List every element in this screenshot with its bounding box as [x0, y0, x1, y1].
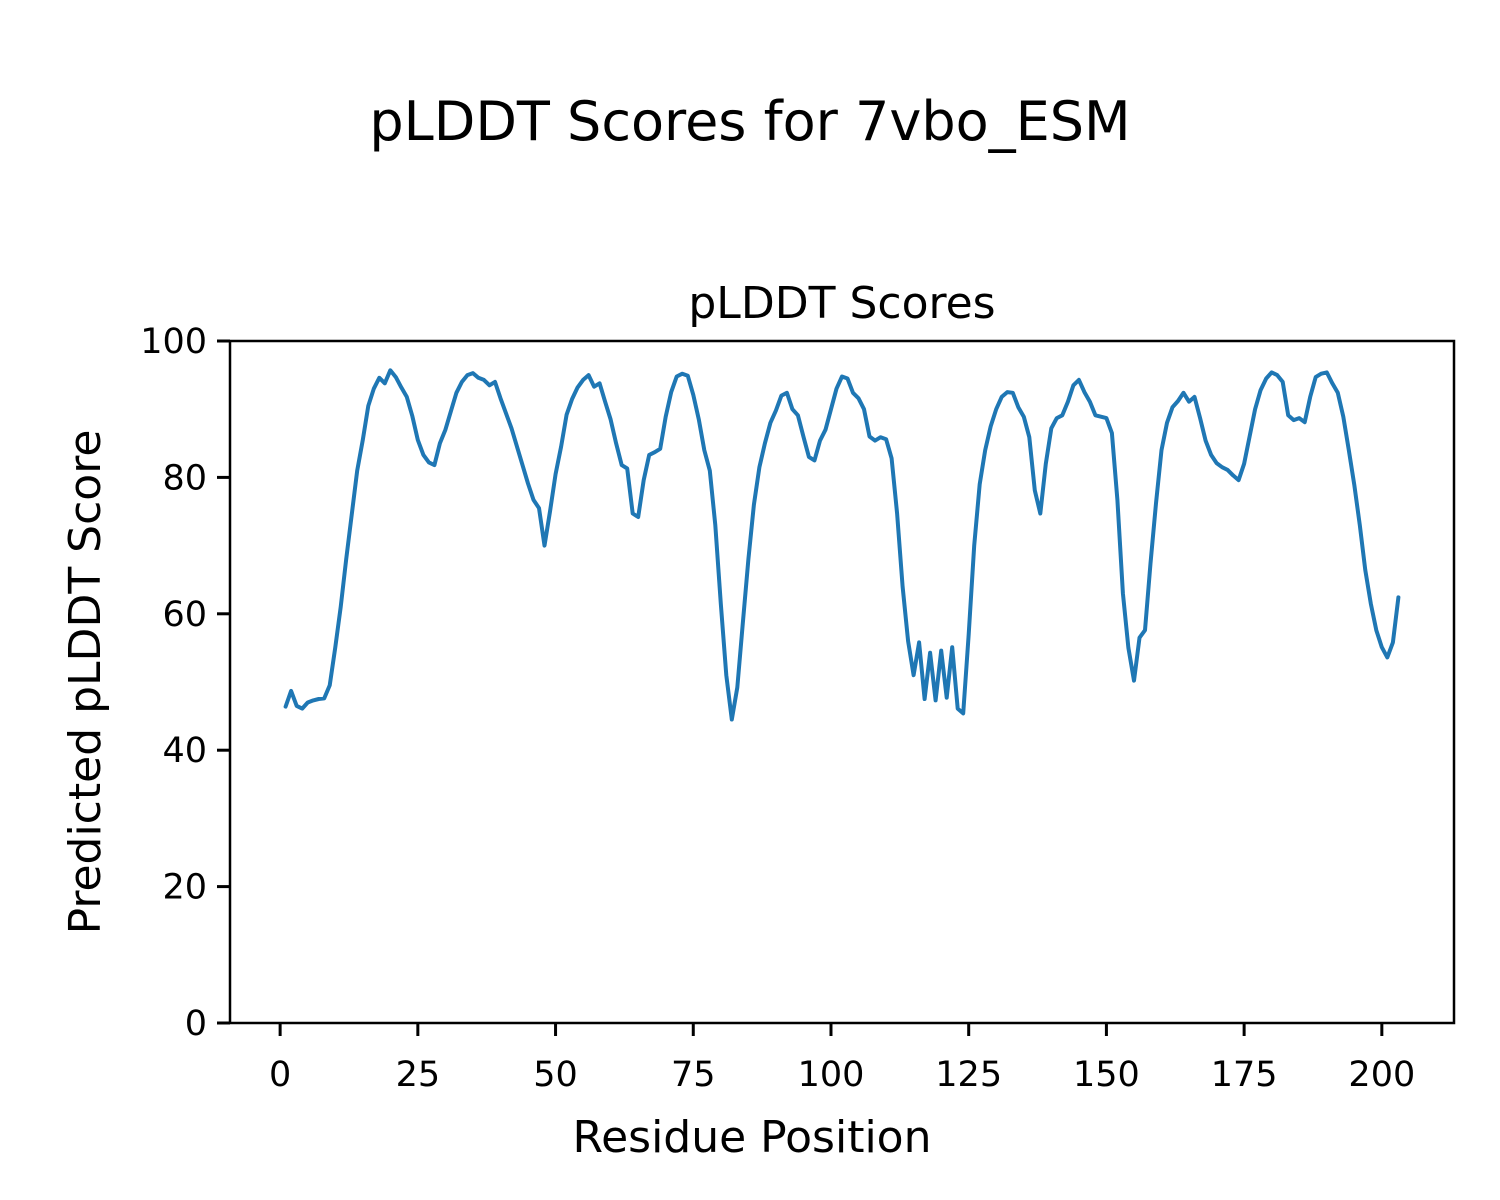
axes-title: pLDDT Scores [688, 278, 995, 329]
x-tick-label: 100 [798, 1055, 865, 1095]
x-tick-label: 150 [1073, 1055, 1140, 1095]
x-tick-label: 75 [671, 1055, 716, 1095]
y-tick-label: 40 [162, 731, 207, 771]
y-axis-ticks: 0 20 40 60 80 100 [140, 322, 230, 1044]
x-tick-label: 50 [533, 1055, 578, 1095]
y-tick-label: 100 [140, 322, 207, 362]
x-axis-ticks: 0 25 50 75 100 125 150 175 200 [269, 1023, 1415, 1095]
x-tick-label: 175 [1211, 1055, 1278, 1095]
figure-suptitle: pLDDT Scores for 7vbo_ESM [369, 90, 1130, 153]
axes-spines [228, 339, 1456, 1025]
x-tick-label: 0 [269, 1055, 291, 1095]
x-tick-label: 125 [935, 1055, 1002, 1095]
y-tick-label: 0 [185, 1004, 207, 1044]
x-tick-label: 25 [396, 1055, 441, 1095]
y-axis-label: Predicted pLDDT Score [60, 430, 111, 935]
y-tick-label: 80 [162, 458, 207, 498]
y-tick-label: 60 [162, 595, 207, 635]
x-tick-label: 200 [1348, 1055, 1415, 1095]
y-tick-label: 20 [162, 868, 207, 908]
x-axis-label: Residue Position [572, 1112, 931, 1163]
plddt-line-series [283, 368, 1401, 722]
